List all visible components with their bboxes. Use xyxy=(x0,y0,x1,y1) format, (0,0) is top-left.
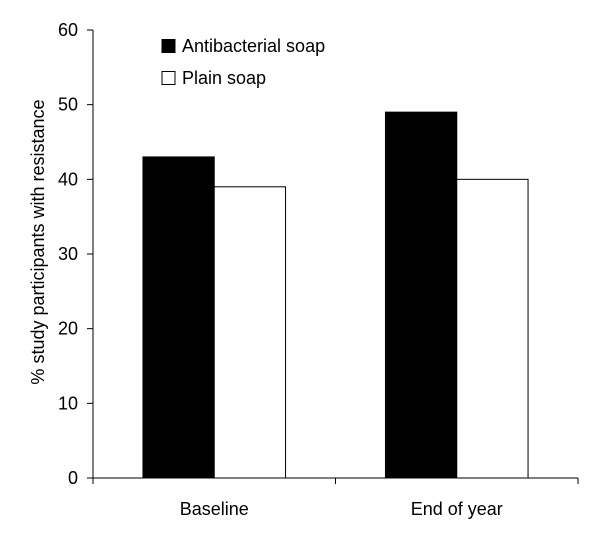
y-axis-title: % study participants with resistance xyxy=(28,99,48,384)
x-axis: Baseline End of year xyxy=(92,477,579,519)
legend-label: Plain soap xyxy=(182,68,266,88)
y-axis: 0 10 20 30 40 50 60 xyxy=(58,20,94,488)
y-tick-label: 30 xyxy=(58,244,78,264)
legend-label: Antibacterial soap xyxy=(182,36,325,56)
y-tick-label: 40 xyxy=(58,169,78,189)
legend-swatch xyxy=(161,39,176,53)
legend-swatch xyxy=(161,71,176,85)
bar-plain-baseline xyxy=(213,186,287,479)
y-tick-label: 10 xyxy=(58,393,78,413)
bars xyxy=(142,111,529,479)
x-category-label: Baseline xyxy=(180,499,249,519)
bar-antibacterial-end-of-year xyxy=(384,111,458,479)
y-tick-label: 50 xyxy=(58,95,78,115)
y-tick-label: 60 xyxy=(58,20,78,40)
y-tick-label: 20 xyxy=(58,319,78,339)
bar-antibacterial-baseline xyxy=(142,156,215,479)
bar-plain-end-of-year xyxy=(456,178,529,479)
legend: Antibacterial soap Plain soap xyxy=(161,36,325,88)
x-category-label: End of year xyxy=(411,499,503,519)
y-tick-label: 0 xyxy=(68,468,78,488)
